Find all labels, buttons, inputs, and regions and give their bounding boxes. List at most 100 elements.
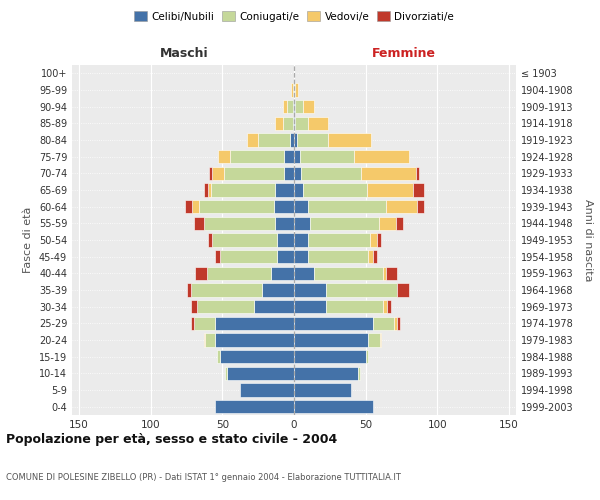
Bar (326, 284, 397, 296)
Bar (295, 116, 308, 130)
Bar (302, 100, 314, 114)
Y-axis label: Anni di nascita: Anni di nascita (583, 198, 593, 281)
Bar (283, 100, 287, 114)
Bar (194, 316, 215, 330)
Bar (295, 100, 302, 114)
Bar (293, 100, 294, 114)
Bar (302, 184, 367, 196)
Bar (308, 250, 368, 264)
Bar (191, 300, 197, 314)
Bar (394, 316, 397, 330)
Bar (283, 116, 293, 130)
Bar (294, 266, 314, 280)
Bar (262, 284, 294, 296)
Bar (197, 300, 254, 314)
Bar (294, 250, 308, 264)
Bar (294, 284, 326, 296)
Bar (247, 134, 258, 146)
Bar (204, 334, 205, 346)
Bar (274, 200, 294, 213)
Bar (294, 84, 295, 96)
Bar (277, 250, 294, 264)
Bar (215, 316, 294, 330)
Bar (373, 250, 377, 264)
Bar (294, 184, 302, 196)
Bar (294, 166, 301, 180)
Bar (294, 100, 295, 114)
Bar (215, 400, 294, 413)
Bar (220, 350, 294, 364)
Bar (308, 116, 328, 130)
Text: Maschi: Maschi (160, 47, 208, 60)
Bar (294, 116, 295, 130)
Bar (284, 166, 294, 180)
Bar (239, 384, 294, 396)
Bar (290, 134, 294, 146)
Bar (212, 166, 224, 180)
Bar (373, 316, 394, 330)
Bar (301, 166, 361, 180)
Bar (294, 316, 373, 330)
Bar (195, 266, 206, 280)
Bar (275, 216, 294, 230)
Bar (294, 134, 297, 146)
Bar (387, 300, 391, 314)
Bar (395, 216, 403, 230)
Bar (294, 300, 326, 314)
Bar (365, 350, 368, 364)
Bar (218, 150, 230, 164)
Bar (205, 334, 215, 346)
Bar (185, 200, 193, 213)
Bar (294, 400, 373, 413)
Bar (328, 134, 371, 146)
Bar (294, 334, 368, 346)
Bar (367, 184, 413, 196)
Bar (308, 200, 386, 213)
Bar (294, 216, 310, 230)
Bar (254, 300, 294, 314)
Bar (294, 150, 300, 164)
Bar (416, 166, 419, 180)
Bar (413, 184, 424, 196)
Bar (191, 284, 262, 296)
Bar (383, 300, 387, 314)
Bar (326, 300, 383, 314)
Bar (194, 216, 204, 230)
Bar (212, 234, 277, 246)
Bar (368, 334, 380, 346)
Bar (377, 234, 382, 246)
Bar (208, 234, 212, 246)
Bar (206, 266, 271, 280)
Bar (275, 184, 294, 196)
Bar (277, 234, 294, 246)
Bar (287, 100, 293, 114)
Bar (358, 366, 360, 380)
Bar (297, 134, 328, 146)
Bar (191, 316, 194, 330)
Legend: Celibi/Nubili, Coniugati/e, Vedovi/e, Divorziati/e: Celibi/Nubili, Coniugati/e, Vedovi/e, Di… (130, 7, 458, 26)
Bar (294, 200, 308, 213)
Bar (368, 250, 373, 264)
Bar (227, 366, 294, 380)
Bar (308, 234, 370, 246)
Bar (220, 250, 277, 264)
Bar (294, 234, 308, 246)
Text: Femmine: Femmine (372, 47, 436, 60)
Bar (379, 216, 395, 230)
Bar (275, 116, 283, 130)
Bar (314, 266, 383, 280)
Bar (361, 166, 416, 180)
Bar (300, 150, 354, 164)
Bar (417, 200, 424, 213)
Bar (217, 350, 220, 364)
Bar (295, 84, 298, 96)
Y-axis label: Fasce di età: Fasce di età (23, 207, 33, 273)
Bar (230, 150, 284, 164)
Bar (271, 266, 294, 280)
Bar (293, 116, 294, 130)
Bar (225, 366, 227, 380)
Bar (370, 234, 377, 246)
Bar (291, 84, 293, 96)
Bar (383, 266, 386, 280)
Bar (258, 134, 290, 146)
